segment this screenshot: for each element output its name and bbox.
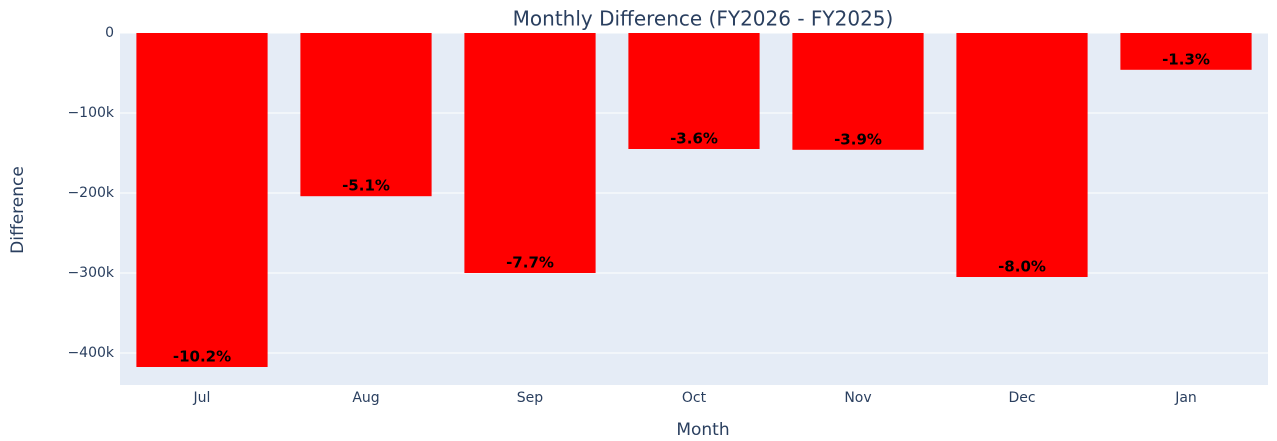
- x-axis-title: Month: [676, 420, 729, 440]
- bar-label: -5.1%: [342, 177, 390, 195]
- bar: [792, 33, 924, 150]
- bar-label: -3.6%: [670, 130, 718, 148]
- bar: [136, 33, 268, 367]
- bar-label: -8.0%: [998, 258, 1046, 276]
- y-axis-title: Difference: [8, 166, 28, 254]
- bar-label: -7.7%: [506, 254, 554, 272]
- y-tick-label: −300k: [67, 265, 114, 281]
- x-tick-label: Jan: [1174, 390, 1197, 406]
- x-tick-label: Jul: [193, 390, 211, 406]
- bar-label: -3.9%: [834, 130, 882, 148]
- bar: [464, 33, 596, 273]
- x-tick-label: Dec: [1008, 390, 1035, 406]
- y-tick-label: −100k: [67, 105, 114, 121]
- x-tick-label: Aug: [352, 390, 379, 406]
- chart-title: Monthly Difference (FY2026 - FY2025): [513, 7, 894, 31]
- bar: [1120, 33, 1252, 70]
- bar: [300, 33, 432, 197]
- x-tick-label: Oct: [682, 390, 707, 406]
- y-tick-label: −200k: [67, 185, 114, 201]
- bar: [956, 33, 1088, 277]
- bar-label: -10.2%: [173, 348, 231, 366]
- y-tick-label: −400k: [67, 345, 114, 361]
- bar-label: -1.3%: [1162, 50, 1210, 68]
- y-tick-label: 0: [105, 25, 114, 41]
- x-tick-label: Nov: [844, 390, 871, 406]
- bar: [628, 33, 760, 149]
- x-tick-label: Sep: [517, 390, 544, 406]
